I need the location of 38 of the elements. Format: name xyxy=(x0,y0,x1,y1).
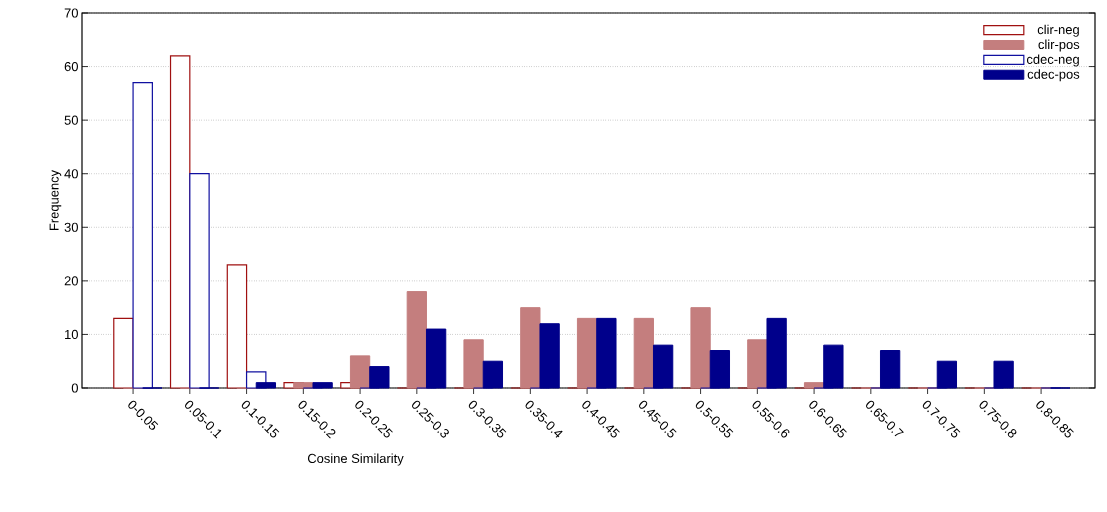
y-axis-title: Frequency xyxy=(49,169,62,231)
bar xyxy=(576,317,598,389)
bar xyxy=(709,350,731,389)
bar xyxy=(823,344,844,389)
bar xyxy=(596,317,617,389)
bar xyxy=(993,360,1014,389)
bar xyxy=(463,339,484,389)
y-tick-label: 70 xyxy=(64,8,78,18)
y-tick-label: 0 xyxy=(71,383,78,393)
bar xyxy=(425,328,447,389)
bar xyxy=(349,355,371,389)
legend-label: clir-neg xyxy=(1037,24,1079,37)
bar xyxy=(482,360,504,389)
y-tick-label: 50 xyxy=(64,115,78,125)
bar xyxy=(539,323,560,389)
bar xyxy=(369,366,390,389)
bar xyxy=(520,307,541,389)
y-tick-label: 40 xyxy=(64,169,78,179)
legend-label: cdec-neg xyxy=(1026,54,1079,67)
bar xyxy=(652,344,674,389)
y-tick-label: 30 xyxy=(64,222,78,232)
bar xyxy=(255,382,277,389)
y-tick-label: 10 xyxy=(65,329,78,340)
bar xyxy=(879,350,901,389)
bar xyxy=(690,307,711,389)
bar xyxy=(406,291,427,389)
x-axis-title: Cosine Similarity xyxy=(307,453,404,466)
bar xyxy=(633,317,654,389)
y-tick-label: 60 xyxy=(64,61,78,72)
bar xyxy=(766,317,787,389)
bar xyxy=(747,339,768,389)
bar xyxy=(293,382,314,389)
y-tick-label: 20 xyxy=(64,276,78,286)
bar xyxy=(936,360,958,389)
bar xyxy=(803,382,825,389)
legend-label: clir-pos xyxy=(1038,39,1080,52)
legend-label: cdec-pos xyxy=(1027,69,1080,82)
bar xyxy=(312,382,333,389)
